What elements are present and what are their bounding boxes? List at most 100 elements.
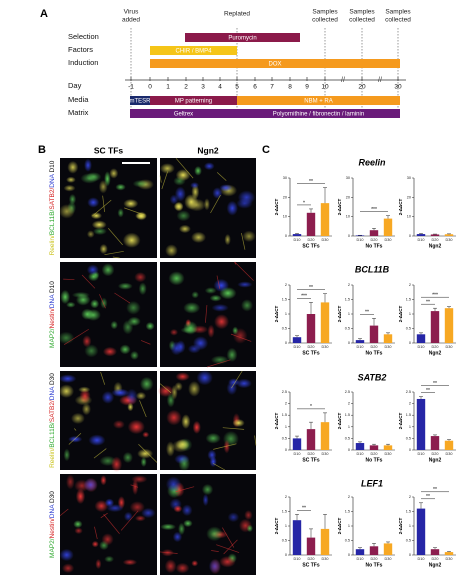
error-bar	[358, 547, 362, 550]
cell	[202, 493, 209, 507]
cell	[81, 403, 91, 416]
y-axis-label: 2-ΔΔCT	[398, 199, 403, 216]
row-label-part: Reelin/	[49, 235, 56, 255]
cell	[86, 264, 99, 275]
x-tick-label: D20	[371, 345, 378, 349]
cell	[145, 321, 155, 331]
y-tick-label: 20	[407, 195, 411, 199]
cell	[100, 475, 107, 486]
y-axis-label: 2-ΔΔCT	[337, 306, 342, 323]
y-tick-label: 1.5	[406, 510, 411, 514]
y-tick-label: 30	[346, 176, 350, 180]
panel-label: B	[38, 144, 46, 156]
neurite	[254, 435, 257, 446]
error-bar	[419, 396, 423, 399]
y-tick-label: 1	[285, 312, 287, 316]
cell	[246, 524, 253, 533]
error-bar	[372, 443, 376, 446]
cell	[175, 372, 190, 381]
x-tick-label: D10	[294, 238, 301, 242]
x-tick-label: D10	[418, 452, 425, 456]
significance-label: **	[309, 285, 313, 291]
cell	[242, 230, 256, 243]
bar	[369, 325, 379, 343]
y-tick-label: 0	[285, 448, 287, 452]
cell	[223, 439, 230, 454]
error-bar	[295, 435, 299, 439]
event-label: Virus	[124, 9, 139, 16]
bar	[444, 308, 454, 343]
bar	[369, 445, 379, 450]
neurite	[210, 194, 221, 214]
cell	[91, 540, 99, 548]
x-tick-label: D20	[308, 345, 315, 349]
error-bar	[386, 215, 390, 219]
cell	[61, 563, 75, 574]
cell	[184, 194, 199, 210]
neurite	[222, 527, 235, 548]
cell	[73, 520, 83, 529]
y-tick-label: 1.5	[345, 413, 350, 417]
cell	[82, 335, 92, 348]
cell	[232, 418, 245, 427]
cell	[207, 449, 217, 461]
cell	[75, 294, 91, 306]
neurite	[104, 250, 124, 256]
cell	[71, 412, 85, 425]
cell	[68, 193, 77, 205]
bar	[430, 234, 440, 236]
neurite	[138, 443, 158, 463]
neurite	[64, 328, 89, 345]
cell	[181, 504, 193, 517]
error-bar	[419, 233, 423, 235]
cell	[74, 527, 83, 535]
timeline-bar-label: CHIR / BMP4	[175, 48, 212, 54]
y-axis-label: 2-ΔΔCT	[274, 518, 279, 535]
cell	[165, 244, 178, 257]
cell	[75, 488, 86, 505]
bar	[292, 234, 302, 236]
cell	[236, 198, 253, 209]
cell	[117, 282, 133, 290]
cell	[165, 476, 182, 493]
x-tick-label: D30	[322, 452, 329, 456]
cell	[203, 162, 215, 171]
cell	[134, 272, 147, 283]
y-tick-label: 2	[348, 283, 350, 287]
error-bar	[309, 421, 313, 430]
timeline-bar-label: DOX	[268, 61, 281, 67]
cell	[212, 187, 223, 199]
row-label-part: BCL11B/	[49, 422, 56, 448]
x-tick-label: D10	[418, 557, 425, 561]
cell	[122, 232, 141, 248]
cell	[227, 512, 240, 523]
cell	[183, 519, 193, 528]
error-bar	[295, 335, 299, 338]
day-label: 10	[321, 84, 329, 91]
row-label: Factors	[68, 45, 93, 54]
day-label: 2	[184, 84, 188, 91]
cell	[176, 210, 191, 222]
y-tick-label: 2	[285, 495, 287, 499]
cell	[119, 344, 131, 355]
cell	[169, 194, 179, 205]
y-tick-label: 0.5	[406, 327, 411, 331]
cell	[85, 309, 101, 321]
y-tick-label: 0.5	[345, 539, 350, 543]
bar	[416, 508, 426, 555]
y-tick-label: 2	[409, 402, 411, 406]
x-tick-label: D20	[432, 557, 439, 561]
cell	[178, 224, 191, 234]
y-axis-label: 2-ΔΔCT	[337, 413, 342, 430]
y-tick-label: 20	[283, 195, 287, 199]
bar	[355, 549, 365, 555]
y-tick-label: 1	[348, 524, 350, 528]
x-tick-label: D30	[385, 238, 392, 242]
cell	[129, 501, 145, 514]
day-label: 5	[235, 84, 239, 91]
bar	[355, 340, 365, 343]
cell	[60, 289, 71, 305]
bar	[430, 436, 440, 450]
cell	[204, 287, 217, 294]
